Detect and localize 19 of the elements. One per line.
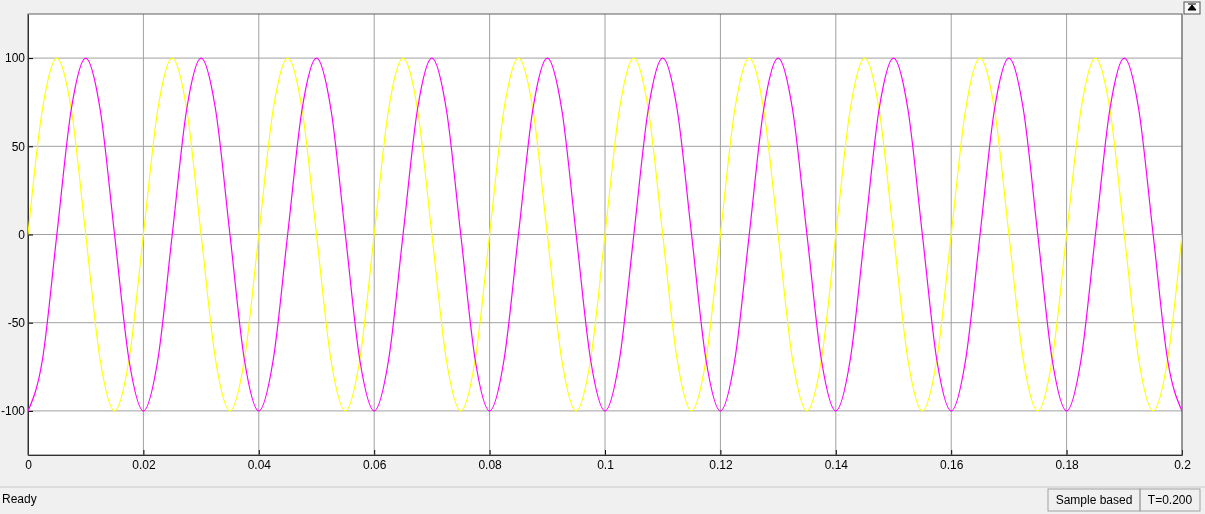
- x-tick-label: 0.02: [132, 457, 156, 472]
- y-tick-label: -100: [0, 404, 26, 419]
- x-tick-label: 0.18: [1055, 457, 1080, 472]
- x-tick-label: 0.14: [824, 457, 849, 472]
- line-series: [28, 57, 1182, 412]
- y-tick-label: 50: [11, 139, 26, 154]
- y-tick-label: 0: [18, 227, 26, 242]
- y-tick-label: 100: [4, 51, 26, 66]
- x-tick-label: 0.12: [709, 457, 733, 472]
- x-tick-label: 0.04: [247, 457, 272, 472]
- y-tick-label: -50: [7, 316, 26, 331]
- x-tick-label: 0.08: [478, 457, 503, 472]
- x-tick-label: 0.16: [940, 457, 964, 472]
- x-tick-label: 0.06: [363, 457, 387, 472]
- text: Sample based: [1055, 493, 1133, 507]
- text: T=0.200: [1147, 493, 1193, 507]
- text: Ready: [2, 492, 37, 506]
- x-tick-label: 0.2: [1174, 457, 1192, 472]
- x-tick-label: 0.1: [597, 457, 615, 472]
